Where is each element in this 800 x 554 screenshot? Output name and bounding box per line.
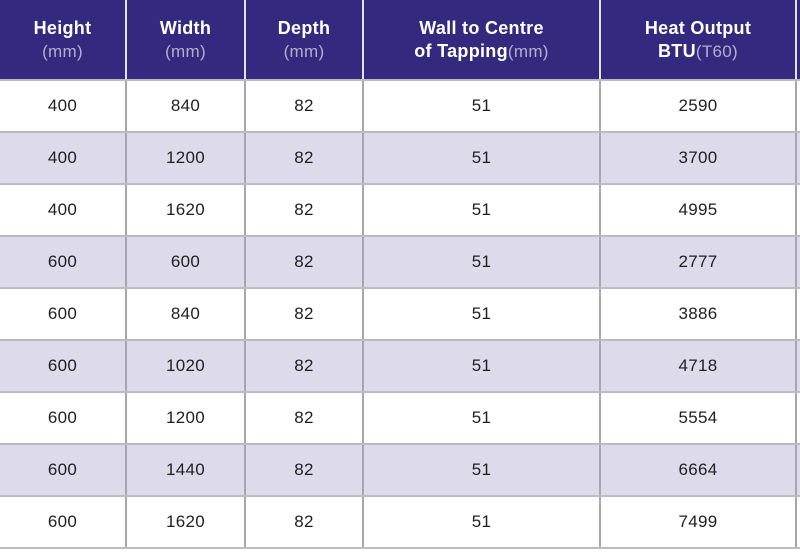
cell-heat-output: 2590 bbox=[600, 80, 797, 133]
cell-depth: 82 bbox=[245, 496, 364, 549]
header-row: Height (mm) Width (mm) Depth (mm) Wall t… bbox=[0, 0, 800, 81]
cell-wall-to-centre: 51 bbox=[363, 496, 601, 549]
cell-wall-to-centre: 51 bbox=[363, 340, 601, 393]
cell-width: 840 bbox=[126, 288, 246, 341]
cell-cropped bbox=[796, 132, 800, 185]
col-header-depth: Depth (mm) bbox=[245, 0, 364, 81]
col-header-unit: (mm) bbox=[165, 41, 206, 61]
cell-cropped bbox=[796, 288, 800, 341]
cell-width: 840 bbox=[126, 80, 246, 133]
cell-cropped bbox=[796, 392, 800, 445]
cell-wall-to-centre: 51 bbox=[363, 184, 601, 237]
cell-depth: 82 bbox=[245, 184, 364, 237]
table-row: 600 1200 82 51 5554 bbox=[0, 392, 800, 445]
col-header-height: Height (mm) bbox=[0, 0, 127, 81]
cell-height: 600 bbox=[0, 392, 127, 445]
cell-width: 1020 bbox=[126, 340, 246, 393]
cell-height: 600 bbox=[0, 444, 127, 497]
cell-width: 1200 bbox=[126, 132, 246, 185]
cell-cropped bbox=[796, 80, 800, 133]
col-header-width: Width (mm) bbox=[126, 0, 246, 81]
table-row: 400 1620 82 51 4995 bbox=[0, 184, 800, 237]
cell-cropped bbox=[796, 444, 800, 497]
cell-cropped bbox=[796, 236, 800, 289]
cell-width: 600 bbox=[126, 236, 246, 289]
cell-height: 400 bbox=[0, 80, 127, 133]
cell-depth: 82 bbox=[245, 288, 364, 341]
cell-wall-to-centre: 51 bbox=[363, 392, 601, 445]
col-header-wall-to-centre: Wall to Centre of Tapping(mm) bbox=[363, 0, 601, 81]
cell-height: 600 bbox=[0, 236, 127, 289]
cell-heat-output: 3886 bbox=[600, 288, 797, 341]
cell-heat-output: 5554 bbox=[600, 392, 797, 445]
col-header-title: Depth bbox=[277, 17, 331, 38]
table-row: 600 840 82 51 3886 bbox=[0, 288, 800, 341]
col-header-unit: (mm) bbox=[507, 41, 549, 61]
cell-height: 400 bbox=[0, 184, 127, 237]
cell-depth: 82 bbox=[245, 80, 364, 133]
col-header-title: Height bbox=[33, 17, 92, 38]
col-header-unit: (mm) bbox=[283, 41, 325, 61]
cell-wall-to-centre: 51 bbox=[363, 80, 601, 133]
cell-cropped bbox=[796, 184, 800, 237]
cell-heat-output: 4718 bbox=[600, 340, 797, 393]
cell-heat-output: 7499 bbox=[600, 496, 797, 549]
table-row: 600 1020 82 51 4718 bbox=[0, 340, 800, 393]
cell-wall-to-centre: 51 bbox=[363, 444, 601, 497]
cell-heat-output: 6664 bbox=[600, 444, 797, 497]
table-row: 600 600 82 51 2777 bbox=[0, 236, 800, 289]
cell-heat-output: 3700 bbox=[600, 132, 797, 185]
cell-cropped bbox=[796, 340, 800, 393]
cell-depth: 82 bbox=[245, 236, 364, 289]
cell-width: 1620 bbox=[126, 496, 246, 549]
cell-height: 400 bbox=[0, 132, 127, 185]
cell-wall-to-centre: 51 bbox=[363, 132, 601, 185]
col-header-unit: (T60) bbox=[695, 41, 739, 61]
cell-depth: 82 bbox=[245, 444, 364, 497]
cell-width: 1200 bbox=[126, 392, 246, 445]
cell-heat-output: 2777 bbox=[600, 236, 797, 289]
cell-wall-to-centre: 51 bbox=[363, 236, 601, 289]
cell-heat-output: 4995 bbox=[600, 184, 797, 237]
table-body: 400 840 82 51 2590 400 1200 82 51 3700 4… bbox=[0, 80, 800, 549]
table-header: Height (mm) Width (mm) Depth (mm) Wall t… bbox=[0, 0, 800, 81]
col-header-title: Width bbox=[159, 17, 212, 38]
col-header-heat-output: Heat Output BTU(T60) bbox=[600, 0, 797, 81]
col-header-title: Heat Output bbox=[644, 17, 752, 38]
cell-depth: 82 bbox=[245, 340, 364, 393]
table-row: 600 1620 82 51 7499 bbox=[0, 496, 800, 549]
col-header-cropped bbox=[796, 0, 800, 81]
cell-width: 1620 bbox=[126, 184, 246, 237]
cell-width: 1440 bbox=[126, 444, 246, 497]
cell-wall-to-centre: 51 bbox=[363, 288, 601, 341]
cell-height: 600 bbox=[0, 496, 127, 549]
table-row: 600 1440 82 51 6664 bbox=[0, 444, 800, 497]
cell-depth: 82 bbox=[245, 392, 364, 445]
table-row: 400 1200 82 51 3700 bbox=[0, 132, 800, 185]
cell-height: 600 bbox=[0, 288, 127, 341]
col-header-unit: (mm) bbox=[42, 41, 83, 61]
table-row: 400 840 82 51 2590 bbox=[0, 80, 800, 133]
col-header-title: Wall to Centre bbox=[419, 17, 544, 38]
cell-depth: 82 bbox=[245, 132, 364, 185]
cell-height: 600 bbox=[0, 340, 127, 393]
cell-cropped bbox=[796, 496, 800, 549]
